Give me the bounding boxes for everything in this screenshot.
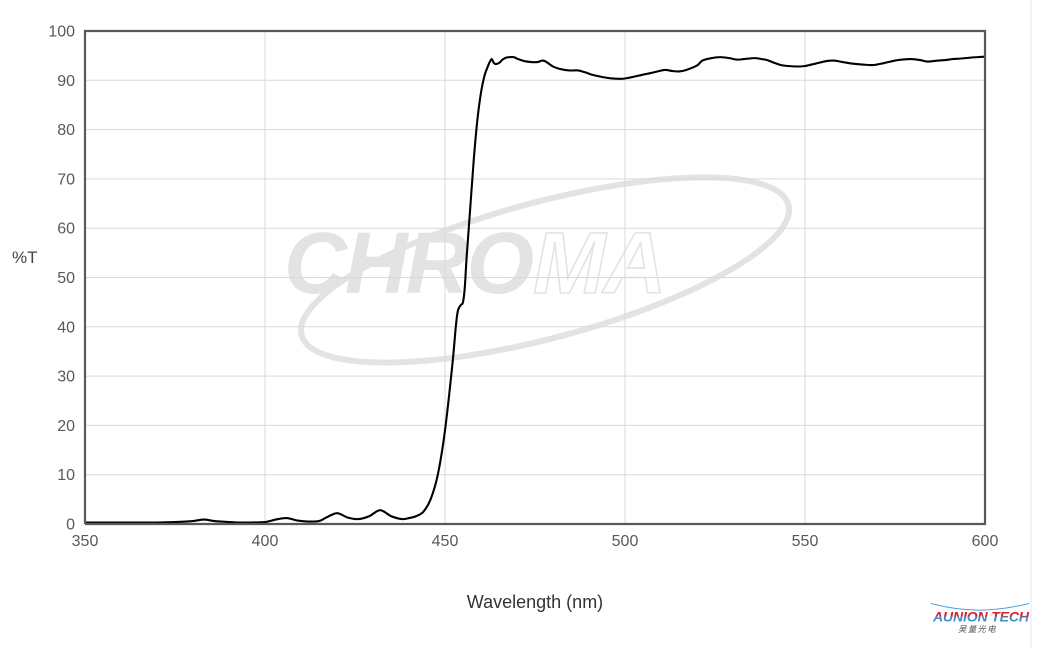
- svg-text:70: 70: [57, 171, 75, 188]
- svg-text:350: 350: [72, 533, 99, 550]
- svg-text:50: 50: [57, 270, 75, 287]
- svg-text:Wavelength (nm): Wavelength (nm): [467, 592, 603, 612]
- svg-text:100: 100: [48, 24, 75, 41]
- svg-text:AUNION TECH: AUNION TECH: [932, 609, 1030, 625]
- svg-text:10: 10: [57, 467, 75, 484]
- svg-text:90: 90: [57, 73, 75, 90]
- svg-text:吴量光电: 吴量光电: [958, 624, 997, 634]
- svg-text:0: 0: [66, 517, 75, 534]
- svg-text:600: 600: [972, 533, 999, 550]
- svg-text:%T: %T: [12, 248, 38, 267]
- svg-text:550: 550: [792, 533, 819, 550]
- svg-text:60: 60: [57, 221, 75, 238]
- svg-text:500: 500: [612, 533, 639, 550]
- svg-text:30: 30: [57, 369, 75, 386]
- svg-text:80: 80: [57, 122, 75, 139]
- svg-text:CHRO: CHRO: [284, 215, 533, 312]
- svg-text:400: 400: [252, 533, 279, 550]
- svg-text:450: 450: [432, 533, 459, 550]
- svg-text:MA: MA: [533, 215, 664, 312]
- svg-text:40: 40: [57, 319, 75, 336]
- svg-text:20: 20: [57, 418, 75, 435]
